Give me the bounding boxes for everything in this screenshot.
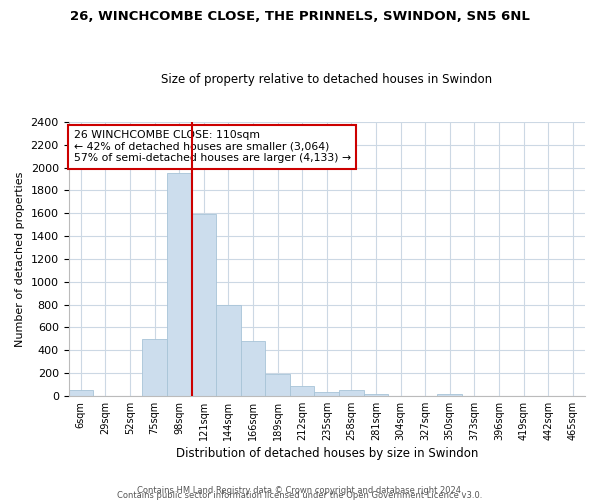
Bar [68,390,93,396]
Bar [216,304,241,396]
Bar [191,214,216,396]
Text: Contains public sector information licensed under the Open Government Licence v3: Contains public sector information licen… [118,490,482,500]
Bar [142,339,167,396]
Text: 26, WINCHCOMBE CLOSE, THE PRINNELS, SWINDON, SN5 6NL: 26, WINCHCOMBE CLOSE, THE PRINNELS, SWIN… [70,10,530,23]
Bar [437,394,462,396]
Bar [241,341,265,396]
Bar [339,390,364,396]
Title: Size of property relative to detached houses in Swindon: Size of property relative to detached ho… [161,73,493,86]
Y-axis label: Number of detached properties: Number of detached properties [15,171,25,346]
Bar [265,374,290,396]
Text: 26 WINCHCOMBE CLOSE: 110sqm
← 42% of detached houses are smaller (3,064)
57% of : 26 WINCHCOMBE CLOSE: 110sqm ← 42% of det… [74,130,351,164]
Bar [364,394,388,396]
Bar [167,174,191,396]
Text: Contains HM Land Registry data © Crown copyright and database right 2024.: Contains HM Land Registry data © Crown c… [137,486,463,495]
Bar [290,386,314,396]
X-axis label: Distribution of detached houses by size in Swindon: Distribution of detached houses by size … [176,447,478,460]
Bar [314,392,339,396]
